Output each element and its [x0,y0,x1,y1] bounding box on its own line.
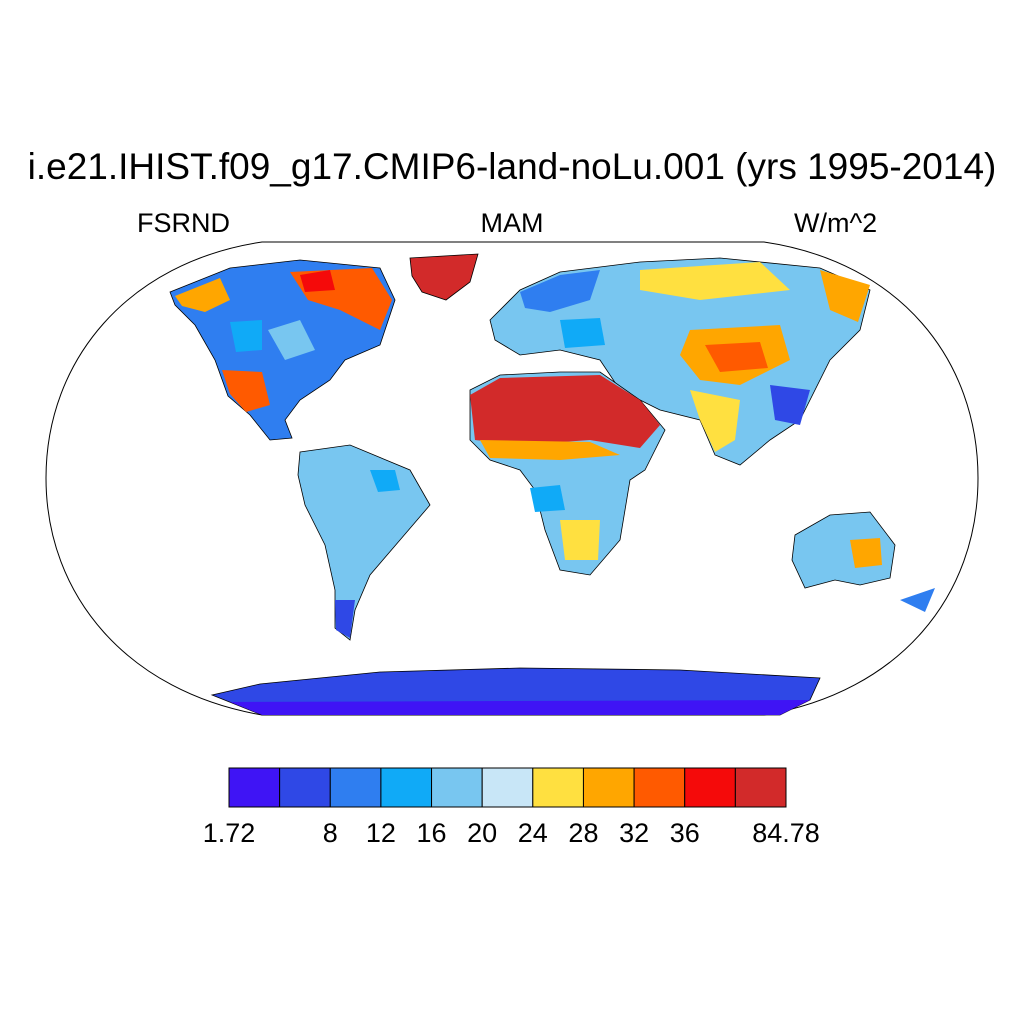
antarctica [210,667,821,716]
colorbar-box [532,767,584,808]
season-label: MAM [480,208,544,238]
colorbar-tick-label: 12 [366,818,396,848]
colorbar-tick-label: 32 [619,818,649,848]
north-america [169,259,396,441]
colorbar-box [228,767,281,808]
africa [469,371,666,576]
colorbar-tick-label: 36 [670,818,700,848]
colorbar-box [481,767,534,808]
colorbar-box [279,767,331,808]
colorbar-box [684,767,736,808]
map-title: i.e21.IHIST.f09_g17.CMIP6-land-noLu.001 … [27,146,997,187]
colorbar-tick-label: 20 [467,818,497,848]
variable-label: FSRND [137,208,230,238]
colorbar-tick-label: 24 [518,818,548,848]
colorbar-box [329,767,382,808]
south-america [297,444,431,641]
colorbar-tick-label: 8 [323,818,338,848]
colorbar-tick-label: 84.78 [752,818,820,848]
colorbar-box [582,767,635,808]
colorbar-tick-label: 16 [417,818,447,848]
colorbar-box [633,767,686,808]
colorbar-tick-label: 28 [568,818,598,848]
colorbar-tick-label: 1.72 [203,818,256,848]
australia [791,511,935,612]
eurasia [489,257,871,466]
colorbar-box [431,767,483,808]
colorbar-box [734,767,787,808]
units-label: W/m^2 [794,208,878,238]
colorbar-box [380,767,433,808]
greenland [409,253,479,301]
